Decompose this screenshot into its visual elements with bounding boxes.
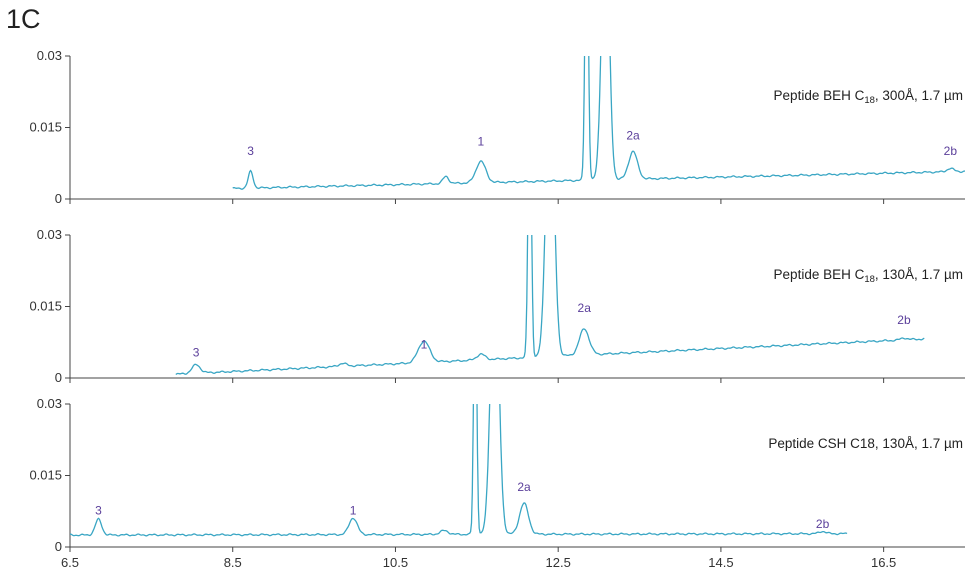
panel-title-main: Peptide CSH C18 — [768, 436, 875, 451]
panel-title-main: Peptide BEH C — [774, 267, 865, 282]
panel-title-main: Peptide BEH C — [774, 88, 865, 103]
y-tick-label: 0.03 — [37, 396, 62, 411]
panel-title: Peptide BEH C18, 300Å, 1.7 µm — [774, 88, 963, 106]
panel-title-sub: 18 — [864, 274, 875, 285]
y-tick-label: 0.03 — [37, 48, 62, 63]
panel-title-sub: 18 — [864, 95, 875, 106]
chromatogram-trace — [232, 56, 965, 190]
x-tick-label: 8.5 — [224, 555, 242, 570]
panel-title-rest: , 130Å, 1.7 µm — [875, 267, 963, 282]
peak-label-2a: 2a — [626, 128, 640, 142]
panel-title-rest: , 300Å, 1.7 µm — [875, 88, 963, 103]
figure-label: 1C — [6, 4, 41, 34]
peak-label-1: 1 — [478, 135, 485, 149]
peak-label-3: 3 — [95, 504, 102, 518]
y-tick-label: 0 — [55, 370, 62, 385]
panel-title-rest: , 130Å, 1.7 µm — [875, 436, 963, 451]
panel-1: 0.03 0.015 0 3 1 2a 2b Peptide BEH C18, 300Å, 1… — [29, 48, 965, 206]
x-tick-label: 14.5 — [708, 555, 733, 570]
y-tick-label: 0.015 — [29, 120, 62, 135]
x-tick-label: 10.5 — [383, 555, 408, 570]
peak-label-2b: 2b — [944, 144, 958, 158]
panel-title: Peptide BEH C18, 130Å, 1.7 µm — [774, 267, 963, 285]
panel-2: 0.03 0.015 0 3 1 2a 2b Peptide BEH C18, 130Å, 1… — [29, 227, 965, 385]
chromatogram-trace — [175, 235, 925, 376]
panel-3: 0.03 0.015 06.5 8.5 10.5 12.5 14.5 16.5 3 1 2a 2b Pe… — [29, 396, 965, 570]
peak-label-1: 1 — [421, 337, 428, 351]
y-tick-label: 0.015 — [29, 299, 62, 314]
x-tick-label: 6.5 — [61, 555, 79, 570]
peak-label-1: 1 — [350, 504, 357, 518]
peak-label-2a: 2a — [517, 480, 531, 494]
panel-title: Peptide CSH C18, 130Å, 1.7 µm — [768, 436, 963, 451]
y-tick-label: 0 — [55, 539, 62, 554]
y-tick-label: 0.015 — [29, 468, 62, 483]
peak-label-3: 3 — [193, 346, 200, 360]
peak-label-2a: 2a — [578, 301, 592, 315]
chromatogram-trace — [70, 404, 848, 537]
x-tick-label: 12.5 — [546, 555, 571, 570]
x-tick-label: 16.5 — [871, 555, 896, 570]
peak-label-2b: 2b — [897, 313, 911, 327]
peak-label-3: 3 — [247, 144, 254, 158]
peak-label-2b: 2b — [816, 517, 830, 531]
y-tick-label: 0.03 — [37, 227, 62, 242]
y-tick-label: 0 — [55, 191, 62, 206]
